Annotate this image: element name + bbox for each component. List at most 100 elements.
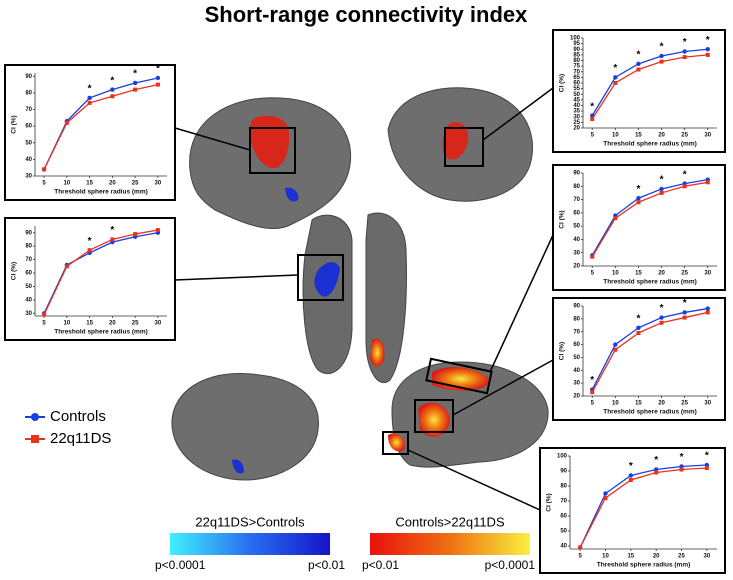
chart: 40 50 60 70 80 90 100 5 10 15 20 25 30 Threshold sphe…: [539, 447, 726, 574]
x-tick-label: 5: [578, 554, 582, 560]
y-tick-label: 30: [25, 311, 32, 317]
point: [613, 216, 618, 221]
significance-mark: *: [88, 236, 92, 247]
y-tick-label: 60: [560, 514, 567, 520]
y-tick-label: 60: [573, 210, 580, 216]
point: [613, 347, 618, 352]
y-axis-label: CI (%): [559, 74, 566, 92]
x-tick-label: 5: [42, 321, 46, 327]
y-tick-label: 30: [573, 381, 580, 387]
y-tick-label: 100: [570, 36, 581, 42]
point: [682, 55, 687, 60]
y-tick-label: 50: [573, 224, 580, 230]
y-tick-label: 50: [573, 92, 580, 98]
x-tick-label: 30: [155, 321, 162, 327]
y-tick-label: 90: [573, 304, 580, 310]
point: [110, 237, 115, 242]
y-tick-label: 40: [25, 157, 32, 163]
x-tick-label: 30: [704, 133, 711, 139]
point: [659, 320, 664, 325]
x-axis-label: Threshold sphere radius (mm): [603, 141, 697, 148]
series-line: [43, 229, 159, 315]
point: [682, 184, 687, 189]
x-tick-label: 5: [591, 133, 595, 139]
point: [590, 254, 595, 259]
chart: 20 30 40 50 60 70 80 90 5 10 15 20 25 30 Threshold sph…: [552, 297, 726, 421]
series-line: [579, 467, 707, 548]
colorbar-high: p<0.01: [308, 558, 345, 572]
y-tick-label: 65: [573, 75, 580, 81]
x-tick-label: 20: [658, 401, 665, 407]
significance-mark: *: [660, 175, 664, 186]
point: [64, 120, 69, 125]
x-tick-label: 5: [591, 401, 595, 407]
point: [705, 306, 710, 311]
y-tick-label: 35: [573, 109, 580, 115]
legend: Controls 22q11DS: [25, 408, 111, 447]
significance-mark: *: [636, 50, 640, 61]
x-tick-label: 5: [42, 181, 46, 187]
significance-mark: *: [156, 64, 160, 75]
point: [590, 390, 595, 395]
point: [155, 75, 161, 81]
point: [133, 87, 138, 92]
x-tick-label: 5: [591, 271, 595, 277]
significance-mark: *: [88, 84, 92, 95]
x-tick-label: 20: [658, 133, 665, 139]
point: [110, 87, 115, 92]
significance-mark: *: [590, 375, 594, 386]
y-tick-label: 20: [573, 264, 580, 270]
y-axis-label: CI (%): [11, 262, 18, 280]
y-tick-label: 50: [573, 355, 580, 361]
x-tick-label: 25: [681, 133, 688, 139]
point: [590, 117, 595, 121]
legend-marker: [31, 413, 39, 421]
y-tick-label: 70: [573, 69, 580, 75]
significance-mark: *: [705, 451, 709, 462]
point: [682, 49, 687, 54]
significance-mark: *: [133, 69, 137, 80]
significance-mark: *: [683, 169, 687, 180]
series-line: [591, 181, 708, 258]
y-tick-label: 40: [25, 297, 32, 303]
legend-marker: [31, 435, 39, 443]
chart-frame: [4, 217, 176, 341]
y-tick-label: 70: [25, 257, 32, 263]
point: [628, 478, 633, 482]
title: Short-range connectivity index: [205, 2, 528, 27]
point: [682, 310, 687, 315]
y-tick-label: 90: [573, 171, 580, 177]
x-tick-label: 10: [612, 271, 619, 277]
y-axis-label: CI (%): [559, 210, 566, 228]
y-tick-label: 40: [560, 544, 567, 550]
chart-frame: [552, 297, 726, 421]
y-axis-label: CI (%): [11, 115, 18, 133]
point: [636, 67, 641, 72]
y-tick-label: 50: [560, 529, 567, 535]
significance-mark: *: [706, 35, 710, 46]
colorbar: [170, 533, 330, 555]
point: [155, 228, 160, 233]
point: [705, 310, 710, 315]
significance-mark: *: [660, 42, 664, 53]
significance-mark: *: [110, 75, 114, 86]
significance-mark: *: [683, 298, 687, 309]
series-line: [43, 83, 159, 170]
colorbar-low: p<0.0001: [155, 558, 206, 572]
y-tick-label: 70: [573, 329, 580, 335]
significance-mark: *: [636, 184, 640, 195]
x-tick-label: 10: [612, 401, 619, 407]
chart: 20 30 40 50 60 70 80 90 5 10 15 20 25 30 Threshold sph…: [552, 164, 726, 291]
significance-mark: *: [613, 63, 617, 74]
x-tick-label: 25: [678, 554, 685, 560]
point: [705, 52, 710, 57]
x-tick-label: 15: [86, 321, 93, 327]
point: [636, 196, 641, 201]
point: [636, 331, 641, 335]
y-tick-label: 80: [573, 58, 580, 64]
point: [42, 312, 47, 317]
series-line: [591, 54, 708, 120]
y-tick-label: 60: [25, 124, 32, 130]
x-tick-label: 25: [681, 401, 688, 407]
y-tick-label: 40: [573, 368, 580, 374]
